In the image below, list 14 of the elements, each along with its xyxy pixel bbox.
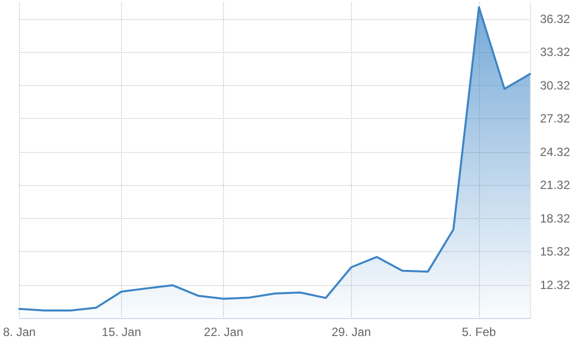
x-tick-label: 8. Jan [2,325,36,339]
y-tick-label: 15.32 [540,244,570,259]
y-tick-label: 36.32 [540,12,570,26]
x-tick-label: 22. Jan [204,325,244,339]
x-tick-label: 15. Jan [102,325,142,339]
y-tick-label: 21.32 [540,178,570,192]
y-tick-label: 18.32 [540,211,570,226]
y-tick-label: 27.32 [540,112,570,126]
x-tick-label: 5. Feb [462,325,496,339]
y-tick-label: 30.32 [540,78,570,92]
y-tick-label: 12.32 [540,278,570,292]
x-tick-label: 29. Jan [332,325,371,339]
y-tick-label: 33.32 [540,45,570,60]
y-tick-label: 24.32 [540,144,570,159]
